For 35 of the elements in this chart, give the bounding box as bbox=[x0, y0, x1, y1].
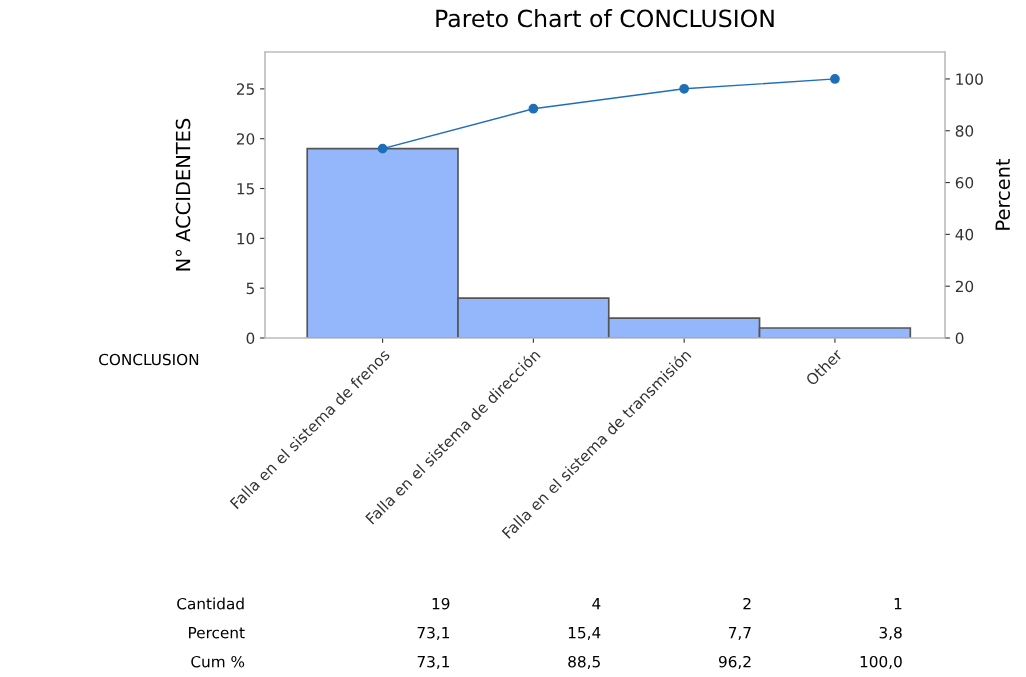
data-label: 96,2 bbox=[718, 655, 751, 669]
data-label: 88,5 bbox=[568, 655, 600, 669]
data-label: 2 bbox=[743, 597, 751, 610]
y2-tick-label: 0 bbox=[955, 332, 964, 345]
point bbox=[679, 83, 690, 94]
text: 15,4 bbox=[568, 627, 601, 640]
y-tick-label: 20 bbox=[236, 133, 255, 145]
y-tick-label: 5 bbox=[246, 282, 254, 295]
data-label: 4 bbox=[592, 598, 601, 610]
y2-tick-label: 80 bbox=[955, 125, 974, 137]
data-label: 100,0 bbox=[860, 655, 902, 669]
text: 73,1 bbox=[417, 626, 450, 640]
point bbox=[830, 74, 840, 84]
data-label: 19 bbox=[432, 597, 450, 610]
y-axis-title: N° ACCIDENTES bbox=[175, 118, 191, 271]
text: 7,7 bbox=[728, 627, 751, 640]
data-label: 73,1 bbox=[417, 655, 450, 669]
text: Percent bbox=[189, 627, 245, 639]
y-tick-label: 15 bbox=[237, 183, 254, 195]
y-tick-label: 25 bbox=[236, 83, 254, 95]
y2-tick-label: 100 bbox=[956, 73, 983, 85]
text: Cantidad bbox=[177, 597, 244, 610]
data-label: 1 bbox=[894, 598, 902, 610]
y-tick-label: 10 bbox=[237, 232, 255, 245]
text: Cum % bbox=[191, 655, 245, 668]
chart-title: Pareto Chart of CONCLUSION bbox=[436, 9, 774, 28]
y-tick-label: 0 bbox=[246, 332, 255, 345]
text: 3,8 bbox=[879, 626, 902, 640]
y2-axis-title: Percent bbox=[995, 158, 1011, 230]
y2-tick-label: 20 bbox=[955, 280, 974, 293]
y2-tick-label: 60 bbox=[955, 177, 974, 189]
x-axis-title: CONCLUSION bbox=[99, 353, 199, 366]
point bbox=[377, 143, 388, 154]
point bbox=[528, 103, 539, 114]
y2-tick-label: 40 bbox=[955, 228, 974, 241]
